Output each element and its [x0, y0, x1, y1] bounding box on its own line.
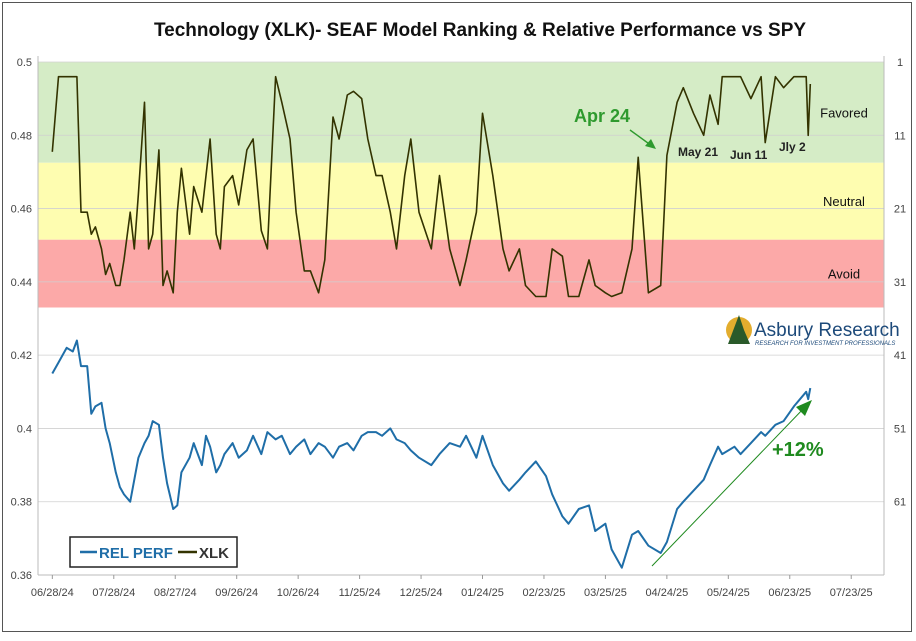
zone-label-neutral: Neutral [823, 194, 865, 209]
left-tick-label: 0.5 [17, 57, 32, 69]
left-tick-label: 0.38 [11, 497, 32, 509]
zone-neutral [38, 162, 884, 240]
legend-box [69, 536, 238, 568]
left-axis: 0.5 0.48 0.46 0.44 0.42 0.4 0.38 0.36 [11, 57, 32, 582]
right-tick-label: 61 [894, 497, 906, 509]
x-tick-label: 05/24/25 [707, 587, 750, 599]
asbury-logo: Asbury Research RESEARCH FOR INVESTMENT … [726, 315, 900, 347]
zone-avoid [38, 239, 884, 308]
annotation-plus-12-percent: +12% [772, 439, 824, 461]
left-tick-label: 0.4 [17, 423, 32, 435]
x-tick-label: 01/24/25 [461, 587, 504, 599]
logo-emblem-arrow-icon [728, 315, 750, 344]
logo-brand-text: Asbury Research [754, 320, 900, 341]
left-tick-label: 0.46 [11, 204, 32, 216]
x-tick-label: 02/23/25 [523, 587, 566, 599]
x-axis: 06/28/24 07/28/24 08/27/24 09/26/24 10/26/24… [31, 575, 873, 599]
left-tick-label: 0.36 [11, 570, 32, 582]
annotation-apr-24-arrowhead [645, 139, 656, 149]
right-tick-label: 41 [894, 350, 906, 362]
x-tick-label: 07/23/25 [830, 587, 873, 599]
x-tick-label: 10/26/24 [277, 587, 320, 599]
annotation-jun-11: Jun 11 [730, 148, 768, 162]
annotation-may-21: May 21 [678, 145, 718, 159]
series-line-rel-perf [51, 339, 812, 569]
zone-label-favored: Favored [820, 105, 868, 120]
zones-layer: Favored Neutral Avoid [38, 62, 884, 308]
x-tick-label: 12/25/24 [400, 587, 443, 599]
series-line-xlk [51, 75, 812, 298]
x-tick-label: 11/25/24 [339, 587, 381, 599]
annotation-jly-2: Jly 2 [779, 140, 806, 154]
trend-arrow-line [651, 406, 806, 567]
x-tick-label: 07/28/24 [92, 587, 135, 599]
trend-arrowhead [796, 400, 812, 416]
grid-layer [37, 56, 885, 576]
x-tick-label: 09/26/24 [215, 587, 258, 599]
left-tick-label: 0.48 [11, 130, 32, 142]
logo-tagline-text: RESEARCH FOR INVESTMENT PROFESSIONALS [755, 341, 895, 347]
x-tick-label: 03/25/25 [584, 587, 627, 599]
annotation-apr-24: Apr 24 [574, 106, 630, 126]
legend: REL PERF XLK [69, 536, 238, 568]
right-tick-label: 11 [894, 130, 905, 142]
left-tick-label: 0.44 [11, 277, 32, 289]
zone-favored [38, 62, 884, 163]
legend-label-xlk: XLK [199, 545, 229, 562]
zone-label-avoid: Avoid [828, 267, 860, 282]
left-tick-label: 0.42 [11, 350, 32, 362]
right-tick-label: 1 [897, 57, 903, 69]
right-tick-label: 31 [894, 277, 906, 289]
x-tick-label: 08/27/24 [154, 587, 197, 599]
series-layer [51, 75, 812, 569]
legend-label-rel-perf: REL PERF [99, 545, 173, 562]
x-tick-label: 04/24/25 [645, 587, 688, 599]
right-tick-label: 51 [894, 423, 906, 435]
right-tick-label: 21 [894, 204, 906, 216]
chart-title: Technology (XLK)- SEAF Model Ranking & R… [154, 20, 806, 41]
annotation-layer: Apr 24 May 21 Jun 11 Jly 2 +12% [574, 106, 824, 567]
x-tick-label: 06/23/25 [768, 587, 811, 599]
x-tick-label: 06/28/24 [31, 587, 74, 599]
